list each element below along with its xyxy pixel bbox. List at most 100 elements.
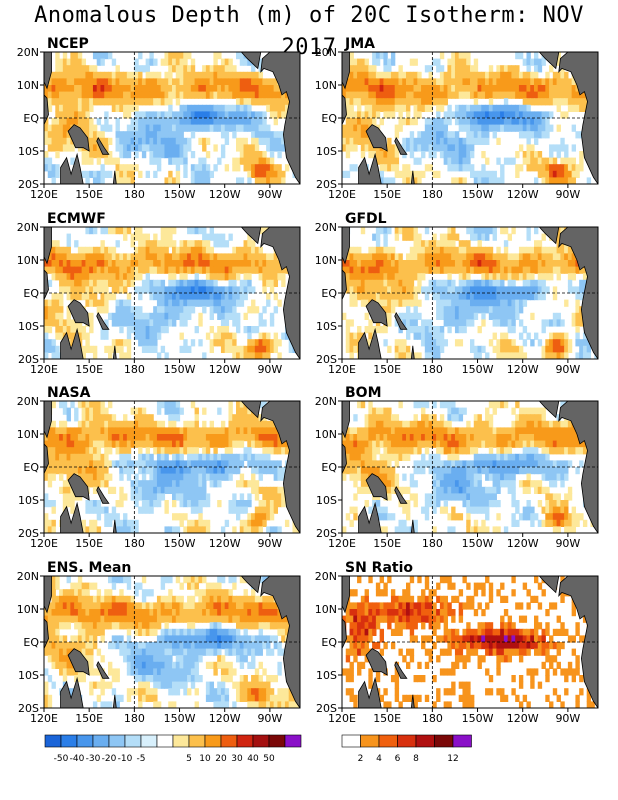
heatmap-cell — [62, 104, 68, 112]
heatmap-cell — [454, 233, 460, 241]
heatmap-cell — [428, 332, 433, 340]
heatmap-cell — [89, 407, 94, 415]
heatmap-cell — [130, 78, 135, 86]
heatmap-cell — [160, 345, 166, 353]
heatmap-cell — [145, 253, 151, 261]
heatmap-cell — [421, 414, 426, 422]
heatmap-cell — [560, 71, 565, 79]
heatmap-cell — [511, 253, 516, 261]
heatmap-cell — [281, 467, 286, 475]
heatmap-cell — [454, 104, 460, 112]
heatmap-cell — [454, 137, 460, 145]
heatmap-cell — [205, 500, 211, 508]
heatmap-cell — [383, 286, 388, 294]
heatmap-cell — [567, 420, 573, 428]
heatmap-cell — [402, 233, 407, 241]
heatmap-cell — [172, 157, 177, 165]
heatmap-cell — [511, 293, 516, 301]
heatmap-cell — [160, 240, 166, 248]
heatmap-cell — [111, 71, 117, 79]
heatmap-cell — [266, 253, 271, 261]
heatmap-cell — [164, 85, 169, 93]
y-tick-label: 10S — [18, 494, 39, 507]
heatmap-cell — [220, 253, 226, 261]
heatmap-cell — [466, 78, 471, 86]
heatmap-cell — [387, 137, 392, 145]
heatmap-cell — [205, 233, 211, 241]
heatmap-cell — [205, 91, 211, 99]
heatmap-cell — [492, 273, 497, 281]
heatmap-cell — [251, 467, 256, 475]
heatmap-cell — [111, 286, 117, 294]
heatmap-cell — [277, 299, 282, 307]
heatmap-cell — [156, 286, 162, 294]
heatmap-cell — [205, 246, 211, 254]
heatmap-cell — [254, 144, 260, 152]
heatmap-cell — [571, 312, 577, 320]
heatmap-cell — [224, 447, 230, 455]
heatmap-cell — [436, 279, 441, 287]
heatmap-cell — [183, 420, 188, 428]
heatmap-cell — [549, 157, 554, 165]
land-polygon — [533, 52, 560, 70]
heatmap-cell — [92, 266, 98, 274]
heatmap-cell — [488, 246, 494, 254]
heatmap-cell — [153, 480, 158, 488]
heatmap-cell — [254, 137, 260, 145]
heatmap-cell — [458, 273, 464, 281]
heatmap-cell — [213, 240, 218, 248]
heatmap-cell — [194, 118, 199, 126]
heatmap-cell — [47, 91, 53, 99]
heatmap-cell — [104, 52, 109, 60]
heatmap-cell — [179, 266, 184, 274]
heatmap-cell — [190, 306, 196, 314]
heatmap-cell — [243, 104, 248, 112]
heatmap-cell — [156, 151, 162, 159]
heatmap-cell — [156, 401, 162, 409]
heatmap-cell — [254, 131, 260, 139]
heatmap-cell — [96, 506, 102, 514]
heatmap-cell — [130, 253, 135, 261]
heatmap-cell — [47, 260, 53, 268]
heatmap-cell — [353, 111, 358, 119]
heatmap-cell — [232, 493, 237, 501]
heatmap-cell — [100, 279, 105, 287]
heatmap-cell — [537, 85, 543, 93]
heatmap-cell — [439, 286, 445, 294]
heatmap-cell — [564, 339, 569, 347]
heatmap-cell — [130, 326, 135, 334]
heatmap-cell — [372, 407, 377, 415]
heatmap-cell — [262, 91, 267, 99]
heatmap-cell — [454, 260, 460, 268]
heatmap-cell — [349, 352, 354, 359]
heatmap-cell — [119, 339, 124, 347]
heatmap-cell — [466, 71, 471, 79]
heatmap-cell — [507, 326, 513, 334]
x-tick-label: 120E — [30, 537, 58, 550]
heatmap-cell — [387, 111, 392, 119]
heatmap-cell — [81, 332, 87, 340]
heatmap-cell — [372, 293, 377, 301]
heatmap-cell — [485, 177, 490, 184]
heatmap-cell — [187, 526, 192, 533]
heatmap-cell — [470, 78, 475, 86]
heatmap-cell — [130, 240, 135, 248]
heatmap-cell — [424, 332, 430, 340]
heatmap-cell — [402, 170, 407, 178]
heatmap-cell — [432, 332, 437, 340]
heatmap-cell — [85, 420, 90, 428]
heatmap-cell — [202, 434, 207, 442]
heatmap-cell — [164, 260, 169, 268]
heatmap-cell — [552, 85, 558, 93]
heatmap-cell — [390, 164, 396, 172]
heatmap-cell — [149, 52, 154, 60]
heatmap-cell — [357, 401, 362, 409]
heatmap-cell — [228, 434, 233, 442]
heatmap-cell — [104, 513, 109, 521]
heatmap-cell — [571, 78, 577, 86]
heatmap-cell — [239, 480, 245, 488]
page-title: Anomalous Depth (m) of 20C Isotherm: NOV… — [34, 3, 584, 60]
heatmap-cell — [239, 111, 245, 119]
heatmap-cell — [96, 253, 102, 261]
heatmap-cell — [179, 279, 184, 287]
